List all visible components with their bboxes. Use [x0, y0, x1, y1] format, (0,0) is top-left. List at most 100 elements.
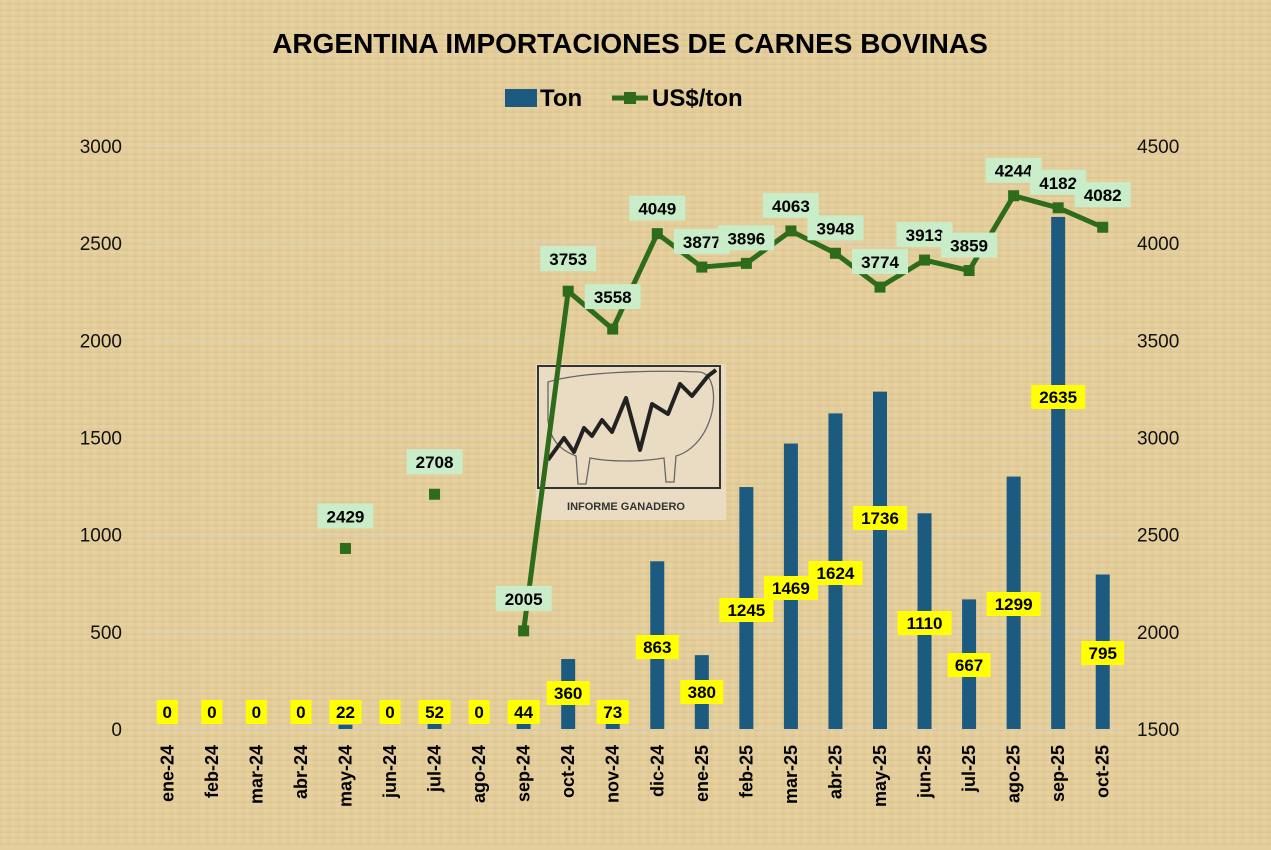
bar-label-bg — [290, 700, 312, 724]
line-data-label: 3558 — [594, 288, 632, 307]
bar-data-label: 0 — [385, 703, 394, 722]
bar-ton — [338, 724, 353, 729]
bar-data-label: 0 — [207, 703, 216, 722]
gridlines — [145, 145, 1125, 730]
y-left-tick-label: 2500 — [80, 234, 122, 255]
bar-label-bg — [379, 700, 401, 724]
line-label-bg — [584, 284, 641, 310]
bar-data-label: 1624 — [817, 564, 855, 583]
x-tick-label: mar-24 — [246, 745, 266, 804]
x-tick-label: sep-24 — [514, 745, 534, 802]
bar-data-label: 1245 — [727, 601, 765, 620]
line-label-bg — [540, 246, 597, 272]
bar-data-label: 1736 — [861, 509, 899, 528]
y-left-tick-label: 3000 — [80, 137, 122, 158]
bar-label-bg — [808, 561, 863, 585]
line-point-price — [1097, 221, 1109, 233]
line-data-label: 2429 — [327, 507, 365, 526]
x-tick-label: ene-25 — [692, 745, 712, 802]
legend-price-marker — [624, 92, 636, 104]
line-point-price — [1052, 202, 1064, 214]
line-label-bg — [495, 585, 552, 611]
x-tick-label: sep-25 — [1048, 745, 1068, 802]
y-right-tick-label: 2500 — [1137, 526, 1179, 547]
bar-data-label: 360 — [554, 684, 582, 703]
bar-data-label: 0 — [474, 703, 483, 722]
line-point-price — [651, 228, 663, 240]
bar-ton — [516, 720, 531, 729]
bar-label-bg — [947, 653, 991, 677]
bar-label-bg — [418, 700, 451, 724]
line-point-price — [339, 542, 351, 554]
line-point-price — [874, 281, 886, 293]
x-tick-label: mar-25 — [781, 745, 801, 804]
trend-line-icon — [546, 368, 718, 462]
x-axis: ene-24 feb-24 mar-24 abr-24 may-24 jun-24 jul-… — [157, 745, 1112, 807]
bar-label-bg — [635, 635, 679, 659]
line-data-label: 3774 — [861, 253, 899, 272]
line-label-bg — [718, 225, 775, 251]
legend-price-label: US$/ton — [652, 85, 743, 112]
bar-data-label: 0 — [296, 703, 305, 722]
y-axis-left: 0 500 1000 1500 2000 2500 3000 — [80, 137, 122, 741]
bar-label-bg — [507, 700, 540, 724]
line-data-label: 3877 — [683, 233, 721, 252]
x-tick-label: feb-25 — [736, 745, 756, 798]
legend: Ton US$/ton — [505, 85, 743, 112]
line-data-label: 2005 — [505, 590, 543, 609]
bar-data-label: 863 — [643, 638, 671, 657]
bar-data-label: 380 — [688, 683, 716, 702]
x-tick-label: jul-25 — [959, 745, 979, 793]
x-tick-label: ago-24 — [469, 745, 489, 803]
y-left-tick-label: 1000 — [80, 526, 122, 547]
x-tick-label: oct-25 — [1093, 745, 1113, 798]
x-tick-label: may-25 — [870, 745, 890, 807]
line-data-label: 2708 — [416, 453, 454, 472]
bar-label-bg — [897, 611, 952, 635]
chart-title: ARGENTINA IMPORTACIONES DE CARNES BOVINA… — [272, 28, 988, 59]
x-tick-label: nov-24 — [603, 745, 623, 803]
line-data-label: 4244 — [995, 162, 1033, 181]
line-label-bg — [941, 232, 998, 258]
line-series — [339, 190, 1109, 637]
bar-label-bg — [468, 700, 490, 724]
line-point-price — [829, 247, 841, 259]
bar-data-label: 0 — [163, 703, 172, 722]
bar-label-bg — [546, 681, 590, 705]
line-label-bg — [1074, 182, 1131, 208]
line-data-label: 3913 — [906, 226, 944, 245]
bar-ton — [1051, 216, 1066, 730]
bar-label-bg — [329, 700, 362, 724]
bar-data-label: 1469 — [772, 579, 810, 598]
line-data-label: 3753 — [549, 250, 587, 269]
line-label-bg — [629, 195, 686, 221]
bar-data-labels: 0 0 0 0 22 0 52 0 44 360 73 863 380 1245 1469 1624 1736 1… — [156, 385, 1125, 724]
y-axis-right: 1500 2000 2500 3000 3500 4000 4500 — [1137, 137, 1179, 741]
y-left-tick-label: 1500 — [80, 429, 122, 450]
bar-data-label: 2635 — [1039, 388, 1077, 407]
y-left-tick-label: 2000 — [80, 331, 122, 352]
bar-data-label: 795 — [1089, 644, 1117, 663]
bar-label-bg — [719, 598, 774, 622]
y-right-tick-label: 3000 — [1137, 429, 1179, 450]
bar-ton — [873, 391, 887, 729]
bar-label-bg — [245, 700, 267, 724]
bar-data-label: 73 — [603, 703, 622, 722]
x-tick-label: ene-24 — [157, 745, 177, 802]
x-tick-label: ago-25 — [1004, 745, 1024, 803]
x-tick-label: feb-24 — [202, 745, 222, 798]
line-data-label: 3859 — [950, 237, 988, 256]
y-right-tick-label: 1500 — [1137, 720, 1179, 741]
line-data-label: 4063 — [772, 197, 810, 216]
logo-inner-border — [537, 365, 721, 489]
line-label-bg — [807, 215, 864, 241]
line-data-label: 4082 — [1084, 186, 1122, 205]
y-left-tick-label: 500 — [90, 623, 122, 644]
line-data-label: 4049 — [638, 200, 676, 219]
line-label-bg — [762, 192, 819, 218]
legend-ton-label: Ton — [540, 85, 582, 112]
line-data-labels: 2429 2708 2005 3753 3558 4049 3877 3896 4063 3948… — [317, 157, 1131, 611]
bar-data-label: 1110 — [907, 614, 943, 633]
line-point-price — [518, 625, 530, 637]
